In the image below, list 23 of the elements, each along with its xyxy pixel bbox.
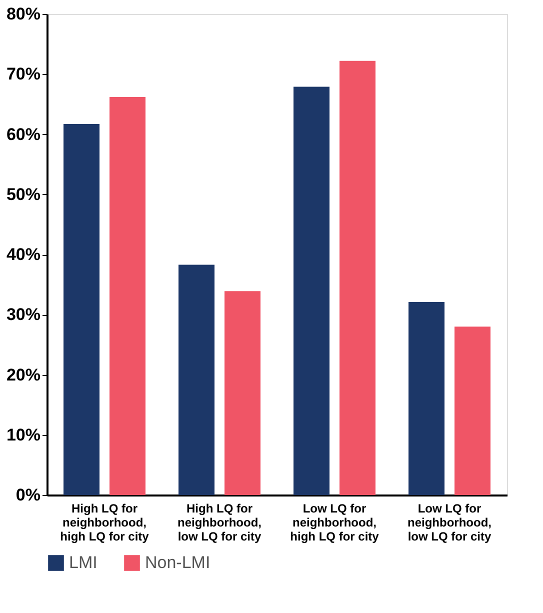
bar — [408, 302, 444, 495]
legend-label: Non-LMI — [145, 553, 210, 572]
y-tick-label: 80% — [6, 4, 40, 24]
bar — [178, 264, 214, 495]
x-tick-label: Low LQ for neighborhood, high LQ for city — [290, 502, 380, 544]
bar — [340, 60, 376, 495]
y-tick-label: 10% — [6, 425, 40, 444]
y-tick-label: 30% — [6, 305, 40, 324]
y-tick-label: 20% — [6, 365, 40, 384]
legend-label: LMI — [69, 553, 98, 572]
bar — [294, 86, 330, 495]
y-tick-label: 40% — [6, 245, 40, 264]
y-tick-label: 0% — [16, 486, 40, 504]
x-tick-label: Low LQ for neighborhood, low LQ for city — [408, 502, 492, 544]
bar — [454, 326, 490, 495]
bar — [224, 291, 260, 495]
bar — [110, 96, 146, 495]
x-tick-label: High LQ for neighborhood, low LQ for city — [178, 502, 262, 544]
x-tick-label: High LQ for neighborhood, high LQ for city — [60, 502, 150, 544]
y-tick-label: 70% — [6, 64, 40, 84]
bar — [64, 124, 100, 495]
y-tick-label: 60% — [6, 124, 40, 144]
y-tick-label: 50% — [6, 184, 40, 204]
